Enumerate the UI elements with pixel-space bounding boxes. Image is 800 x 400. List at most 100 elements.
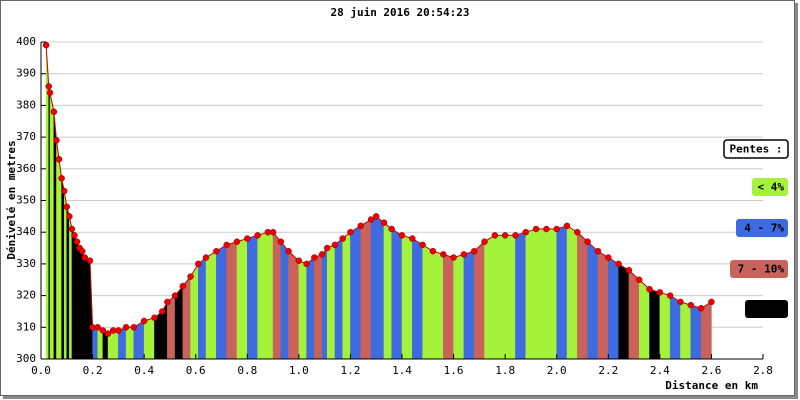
slope-segment xyxy=(288,250,300,360)
profile-point xyxy=(303,260,310,268)
slope-segment xyxy=(167,295,176,360)
profile-point xyxy=(450,254,457,261)
slope-segment xyxy=(125,327,135,360)
x-tick-label: 0.0 xyxy=(31,364,51,377)
x-tick-label: 0.6 xyxy=(186,364,206,377)
chart-title: 28 juin 2016 20:54:23 xyxy=(330,6,469,19)
profile-point xyxy=(553,225,560,233)
legend-title: Pentes : xyxy=(730,143,783,156)
profile-point xyxy=(646,286,653,293)
slope-segment xyxy=(587,241,599,360)
profile-point xyxy=(60,187,68,195)
y-tick-label: 370 xyxy=(16,130,36,143)
profile-point xyxy=(81,254,89,261)
legend-label: < 4% xyxy=(758,181,785,194)
profile-point xyxy=(419,241,426,249)
slope-segment xyxy=(566,225,578,360)
legend-label: 4 - 7% xyxy=(744,222,784,235)
slope-segment xyxy=(61,178,65,360)
y-tick-label: 340 xyxy=(16,225,36,238)
profile-point xyxy=(512,232,519,239)
profile-point xyxy=(522,228,530,236)
profile-point xyxy=(543,225,550,233)
profile-point xyxy=(195,260,202,268)
profile-point xyxy=(470,247,478,255)
slope-segment xyxy=(236,238,248,360)
profile-point xyxy=(429,247,437,255)
slope-segment xyxy=(92,327,98,360)
slope-segment xyxy=(463,250,475,360)
slope-segment xyxy=(556,225,568,360)
profile-point xyxy=(164,298,171,306)
slope-segment xyxy=(628,269,640,360)
profile-point xyxy=(53,137,60,144)
profile-point xyxy=(388,225,395,233)
profile-point xyxy=(574,228,581,236)
slope-segment xyxy=(298,260,307,360)
slope-segment xyxy=(484,234,496,360)
profile-point xyxy=(171,292,179,299)
profile-point xyxy=(594,247,602,255)
profile-point xyxy=(45,83,52,90)
profile-point xyxy=(71,232,78,239)
slope-segment xyxy=(443,254,454,360)
slope-segment xyxy=(473,241,485,360)
slope-segment xyxy=(216,244,227,360)
profile-point xyxy=(285,247,292,255)
x-axis-label: Distance en km xyxy=(665,379,758,392)
slope-segment xyxy=(412,238,423,360)
slope-segment xyxy=(257,231,269,360)
profile-point xyxy=(277,238,285,245)
slope-segment xyxy=(370,215,377,360)
profile-point xyxy=(58,175,65,182)
slope-segment xyxy=(247,235,258,360)
profile-point xyxy=(295,257,303,264)
profile-point xyxy=(254,232,261,239)
y-tick-label: 320 xyxy=(16,289,36,302)
profile-point xyxy=(708,298,715,306)
slope-segment xyxy=(360,219,372,360)
slope-segment xyxy=(53,111,57,360)
slope-segment xyxy=(112,330,119,360)
profile-point xyxy=(115,327,122,334)
slope-segment xyxy=(198,257,207,360)
profile-point xyxy=(86,257,94,264)
legend-swatch xyxy=(752,178,788,196)
slope-segment xyxy=(84,257,91,360)
slope-segment xyxy=(74,235,78,360)
profile-point xyxy=(625,266,633,274)
slope-segment xyxy=(82,251,86,360)
slope-segment xyxy=(58,159,62,360)
profile-point xyxy=(179,282,187,290)
x-tick-label: 0.8 xyxy=(237,364,257,377)
x-tick-label: 2.2 xyxy=(598,364,618,377)
profile-point xyxy=(318,251,326,258)
slope-segment xyxy=(321,247,328,360)
slope-segment xyxy=(267,231,274,360)
profile-point xyxy=(73,238,81,245)
y-tick-label: 310 xyxy=(16,320,36,333)
profile-point xyxy=(677,298,684,306)
profile-point xyxy=(94,324,101,331)
profile-point xyxy=(130,324,138,331)
profile-point xyxy=(269,228,277,236)
profile-point xyxy=(244,235,251,242)
slope-segment xyxy=(504,235,516,360)
slope-segment xyxy=(535,228,547,360)
slope-segment xyxy=(226,241,238,360)
legend-label: > 10% xyxy=(751,303,784,316)
profile-point xyxy=(55,156,63,163)
slope-segment xyxy=(69,216,73,360)
profile-point xyxy=(122,324,130,331)
profile-point xyxy=(491,232,499,239)
slope-segment xyxy=(350,225,361,360)
profile-point xyxy=(50,108,58,115)
slope-segment xyxy=(515,231,527,360)
profile-point xyxy=(223,241,230,249)
profile-point xyxy=(409,235,416,242)
slope-segment xyxy=(56,140,60,360)
profile-point xyxy=(233,238,241,245)
profile-point xyxy=(501,232,509,239)
profile-point xyxy=(440,251,447,258)
